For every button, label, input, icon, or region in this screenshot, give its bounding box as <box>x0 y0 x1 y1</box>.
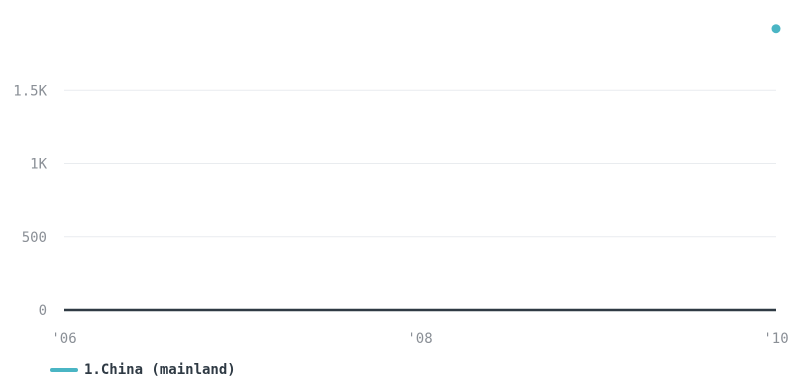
y-tick-label: 1.5K <box>13 83 47 99</box>
data-point[interactable] <box>771 24 781 34</box>
y-tick-label: 1K <box>30 157 47 173</box>
y-axis-tick-labels: 0 500 1K 1.5K <box>13 83 47 319</box>
x-tick-label: '08 <box>407 331 432 347</box>
legend[interactable]: 1.China (mainland) <box>50 362 236 378</box>
legend-label-china: 1.China (mainland) <box>84 362 236 378</box>
series-marks <box>771 24 781 34</box>
y-tick-label: 500 <box>22 230 47 246</box>
x-axis-tick-labels: '06 '08 '10 <box>51 331 788 347</box>
y-tick-label: 0 <box>39 303 47 319</box>
x-tick-label: '06 <box>51 331 76 347</box>
x-tick-label: '10 <box>763 331 788 347</box>
legend-swatch-china <box>50 368 78 372</box>
y-grid-lines <box>64 89 776 238</box>
